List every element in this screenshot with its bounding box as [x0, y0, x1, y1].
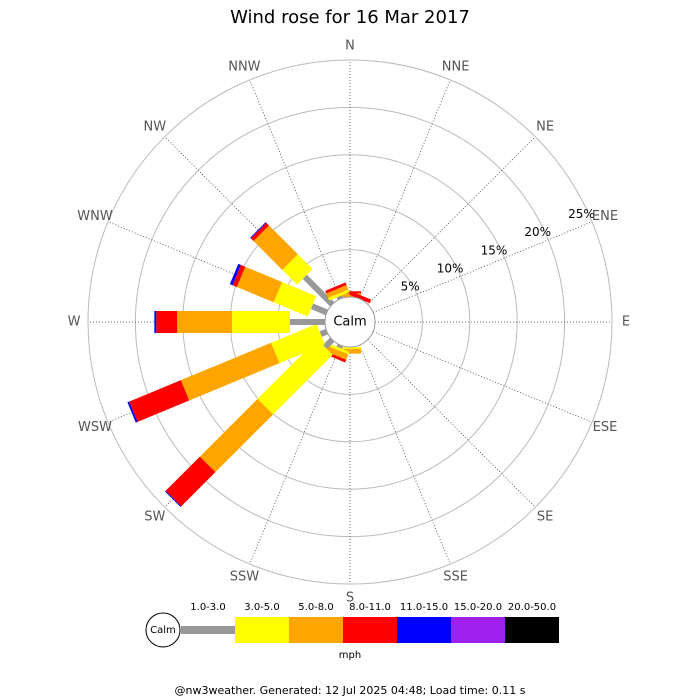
legend-swatch — [235, 617, 289, 643]
wind-bar — [199, 398, 274, 473]
spoke — [249, 79, 341, 300]
wind-bar — [322, 337, 335, 350]
wind-bar — [165, 490, 182, 507]
direction-label: NE — [536, 119, 554, 134]
wind-bar — [180, 342, 280, 401]
wind-bar — [250, 222, 267, 239]
legend-swatch — [181, 626, 235, 634]
direction-label: ESE — [593, 420, 618, 435]
r-tick-label: 15% — [481, 243, 508, 257]
spoke — [367, 136, 536, 305]
wind-bar — [326, 285, 349, 298]
direction-label: E — [622, 315, 630, 330]
direction-label: ENE — [592, 209, 618, 224]
calm-circle — [324, 296, 376, 348]
spoke — [249, 344, 341, 565]
spoke — [372, 331, 593, 423]
r-tick-label: 10% — [437, 262, 464, 276]
wind-bar — [310, 303, 329, 316]
wind-bar — [177, 311, 233, 333]
legend-unit: mph — [339, 650, 361, 661]
direction-label: SW — [144, 510, 165, 525]
wind-bar — [271, 323, 325, 364]
wind-bar — [302, 274, 335, 307]
legend-calm — [145, 612, 181, 648]
legend-label: 15.0-20.0 — [454, 602, 502, 613]
direction-label: SSE — [443, 569, 468, 584]
direction-label: N — [345, 39, 355, 54]
wind-bar — [154, 311, 157, 333]
wind-bar — [325, 346, 349, 360]
legend-label: 3.0-5.0 — [244, 602, 279, 613]
legend-swatch — [397, 617, 451, 643]
wind-bar — [257, 339, 333, 415]
wind-bar — [336, 295, 344, 301]
direction-label: SE — [537, 510, 553, 525]
wind-bar — [129, 380, 190, 422]
calm-label: Calm — [333, 315, 366, 330]
legend-label: 8.0-11.0 — [349, 602, 391, 613]
legend-label: 11.0-15.0 — [400, 602, 448, 613]
legend-swatch — [505, 617, 559, 643]
r-tick-label: 20% — [524, 225, 551, 239]
wind-bar — [282, 254, 313, 285]
spoke — [359, 79, 451, 300]
wind-bar — [232, 311, 290, 333]
grid-ring — [87, 59, 613, 585]
r-tick-label: 5% — [401, 280, 420, 294]
wind-bar — [319, 328, 329, 337]
wind-bar — [236, 266, 283, 303]
wind-bar — [339, 347, 361, 349]
legend-label: 20.0-50.0 — [508, 602, 556, 613]
direction-label: SSW — [230, 569, 260, 584]
r-tick-label: 25% — [568, 207, 595, 221]
spoke — [359, 344, 451, 565]
spoke — [372, 221, 593, 313]
legend-swatch — [451, 617, 505, 643]
direction-label: W — [68, 315, 81, 330]
legend-label: 5.0-8.0 — [298, 602, 333, 613]
direction-label: NW — [144, 119, 167, 134]
legend-label: 1.0-3.0 — [190, 602, 225, 613]
chart-title: Wind rose for 16 Mar 2017 — [230, 7, 470, 28]
wind-bar — [328, 343, 350, 355]
direction-label: NNW — [228, 60, 260, 75]
wind-bar — [165, 456, 216, 507]
wind-bar — [328, 289, 350, 301]
wind-bar — [253, 225, 298, 270]
wind-bar — [273, 281, 317, 317]
legend-calm-label: Calm — [150, 625, 176, 636]
wind-bar — [232, 264, 246, 288]
wind-bar — [336, 343, 344, 349]
wind-bar — [127, 401, 138, 423]
wind-bar — [250, 222, 270, 242]
wind-bar — [156, 311, 178, 333]
wind-bar — [325, 282, 347, 294]
direction-label: NNE — [442, 60, 470, 75]
footer: @nw3weather. Generated: 12 Jul 2025 04:4… — [175, 684, 526, 697]
wind-bar — [349, 291, 372, 304]
direction-label: S — [346, 591, 354, 606]
wind-bar — [289, 319, 325, 325]
spoke — [367, 339, 536, 508]
direction-label: WSW — [78, 420, 112, 435]
direction-label: WNW — [77, 209, 113, 224]
legend-swatch — [343, 617, 397, 643]
wind-bar — [229, 263, 241, 286]
legend-swatch — [289, 617, 343, 643]
